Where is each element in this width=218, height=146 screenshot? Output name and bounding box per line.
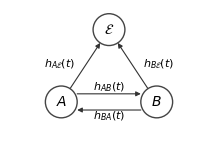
Text: $h_{B\mathcal{E}}(t)$: $h_{B\mathcal{E}}(t)$	[143, 58, 174, 71]
Text: $\mathcal{E}$: $\mathcal{E}$	[104, 23, 114, 37]
Text: $A$: $A$	[56, 95, 67, 109]
Text: $h_{BA}(t)$: $h_{BA}(t)$	[93, 110, 125, 124]
Circle shape	[141, 86, 173, 118]
Circle shape	[93, 14, 125, 46]
Text: $h_{A\mathcal{E}}(t)$: $h_{A\mathcal{E}}(t)$	[44, 58, 75, 71]
Text: $h_{AB}(t)$: $h_{AB}(t)$	[93, 80, 125, 94]
Text: $B$: $B$	[151, 95, 162, 109]
Circle shape	[45, 86, 77, 118]
